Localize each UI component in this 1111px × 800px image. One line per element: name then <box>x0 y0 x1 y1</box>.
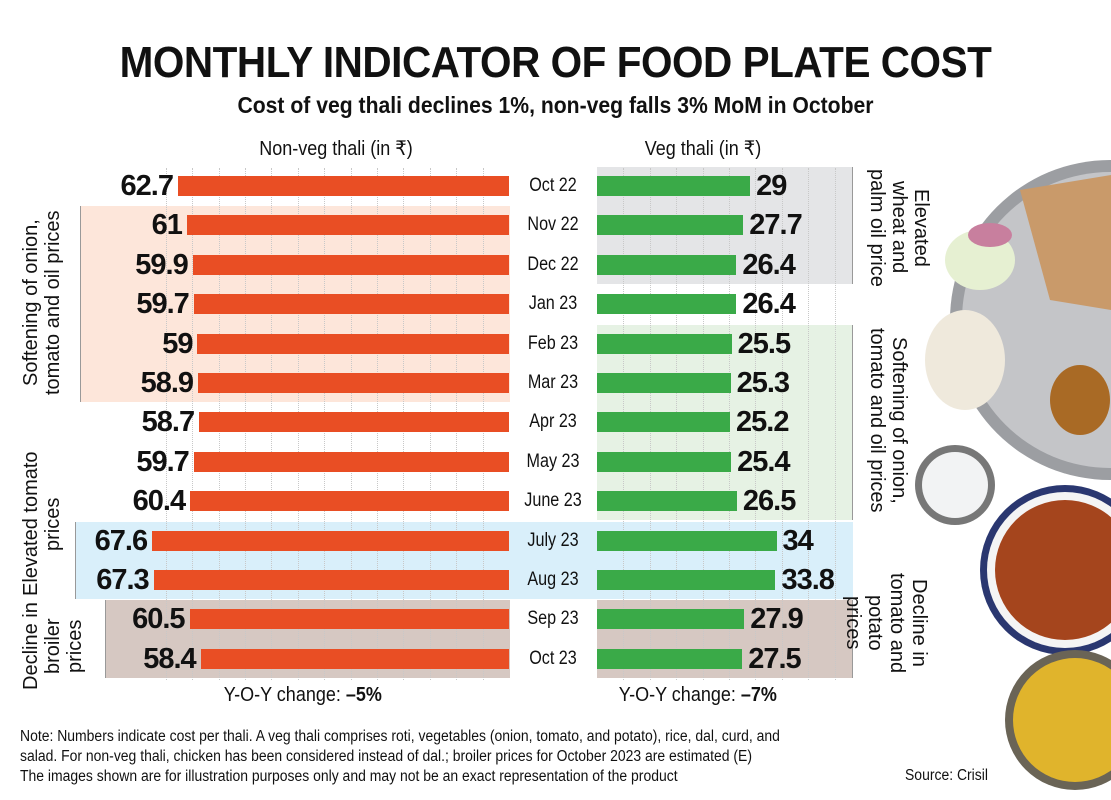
veg-value-label: 27.7 <box>749 209 802 242</box>
annotation-nonveg-tomato: Elevated tomato prices <box>20 451 64 597</box>
nonveg-bar <box>153 570 509 590</box>
veg-yoy-value: –7% <box>740 684 777 706</box>
month-label: Mar 23 <box>527 372 579 393</box>
veg-column-title: Veg thali (in ₹) <box>644 138 762 160</box>
veg-value-label: 25.5 <box>737 327 791 360</box>
source: Source: Crisil <box>905 767 988 784</box>
gridline <box>834 168 836 680</box>
note-line-2: salad. For non-veg thali, chicken has be… <box>20 748 752 765</box>
nonveg-value-label: 58.9 <box>140 367 194 399</box>
gridline <box>808 168 810 680</box>
veg-value-label: 29 <box>756 170 787 202</box>
chart-subtitle: Cost of veg thali declines 1%, non-veg f… <box>237 92 874 118</box>
gridline <box>781 168 783 680</box>
nonveg-yoy-value: –5% <box>345 684 382 706</box>
veg-bar <box>597 570 776 590</box>
nonveg-value-label: 59.7 <box>136 288 189 321</box>
month-label: Sep 23 <box>527 608 579 630</box>
month-label: May 23 <box>526 450 580 472</box>
annotation-veg-wheat: Elevated wheat and palm oil price <box>866 168 932 287</box>
nonveg-column-title: Non-veg thali (in ₹) <box>259 138 413 160</box>
gridline <box>165 168 167 680</box>
veg-bar <box>597 373 731 393</box>
annotation-veg-tomato-potato: Decline in tomato and potato prices <box>842 572 930 674</box>
nonveg-value-label: 60.5 <box>132 603 185 636</box>
month-label: Feb 23 <box>527 332 579 354</box>
nonveg-value-label: 60.4 <box>132 485 186 518</box>
dal-bowl-image <box>1005 650 1111 790</box>
veg-value-label: 25.4 <box>737 445 790 478</box>
nonveg-bar <box>197 333 509 354</box>
month-label: Jan 23 <box>528 293 578 315</box>
note-line-3: The images shown are for illustration pu… <box>20 768 678 785</box>
veg-bar <box>597 215 744 236</box>
nonveg-bar <box>152 530 509 551</box>
nonveg-value-label: 61 <box>151 209 183 242</box>
veg-bar <box>597 491 737 512</box>
annotation-nonveg-broiler: Decline in broiler prices <box>20 602 86 690</box>
veg-bar <box>597 412 731 433</box>
veg-bar <box>597 333 732 354</box>
nonveg-yoy: Y-O-Y change: –5% <box>223 684 382 706</box>
nonveg-value-label: 59.9 <box>135 248 188 281</box>
veg-value-label: 34 <box>782 524 814 557</box>
food-images <box>915 160 1111 790</box>
veg-bar <box>597 254 737 275</box>
veg-bar <box>597 176 751 196</box>
veg-value-label: 27.5 <box>748 642 801 675</box>
nonveg-bar <box>192 254 509 275</box>
veg-bar <box>597 530 777 551</box>
nonveg-value-label: 59.7 <box>136 445 189 478</box>
annotation-veg-softening: Softening of onion, tomato and oil price… <box>866 328 910 513</box>
nonveg-value-label: 59 <box>162 327 193 360</box>
nonveg-value-label: 62.7 <box>120 170 174 202</box>
veg-value-label: 26.5 <box>742 485 796 518</box>
veg-value-label: 27.9 <box>750 603 803 636</box>
nonveg-bar <box>200 648 509 669</box>
nonveg-bar <box>193 294 509 315</box>
gridline <box>755 168 757 680</box>
gridline <box>192 168 194 680</box>
veg-value-label: 26.4 <box>742 288 795 321</box>
nonveg-bar <box>189 609 509 630</box>
veg-bar <box>597 294 737 315</box>
chart-title: MONTHLY INDICATOR OF FOOD PLATE COST <box>119 38 992 87</box>
nonveg-bar <box>198 373 509 393</box>
note-line-1: Note: Numbers indicate cost per thali. A… <box>20 728 780 745</box>
nonveg-bar <box>177 176 509 196</box>
nonveg-bar <box>199 412 509 433</box>
curd-bowl-image <box>915 445 995 525</box>
veg-value-label: 26.4 <box>742 248 795 281</box>
veg-bar <box>597 609 745 630</box>
month-label: Aug 23 <box>527 569 579 590</box>
veg-yoy: Y-O-Y change: –7% <box>618 684 777 706</box>
month-label: Oct 22 <box>529 175 577 196</box>
month-label: Dec 22 <box>527 253 579 275</box>
nonveg-bar <box>190 491 509 512</box>
veg-value-label: 25.3 <box>736 367 790 399</box>
month-label: Apr 23 <box>529 411 577 433</box>
nonveg-value-label: 58.7 <box>141 406 195 439</box>
nonveg-value-label: 58.4 <box>143 642 196 675</box>
annotation-nonveg-softening: Softening of onion, tomato and oil price… <box>20 210 64 395</box>
veg-bar <box>597 451 732 472</box>
month-label: July 23 <box>527 529 579 551</box>
chicken-curry-image <box>980 485 1111 655</box>
month-label: June 23 <box>524 490 582 512</box>
nonveg-bar <box>186 215 509 236</box>
nonveg-value-label: 67.3 <box>96 564 149 596</box>
veg-value-label: 33.8 <box>781 564 834 596</box>
thali-plate-image <box>925 160 1111 480</box>
month-label: Oct 23 <box>529 647 577 669</box>
veg-bar <box>597 648 743 669</box>
veg-value-label: 25.2 <box>736 406 789 439</box>
month-label: Nov 22 <box>527 214 579 236</box>
nonveg-value-label: 67.6 <box>94 524 148 557</box>
nonveg-bar <box>193 451 509 472</box>
